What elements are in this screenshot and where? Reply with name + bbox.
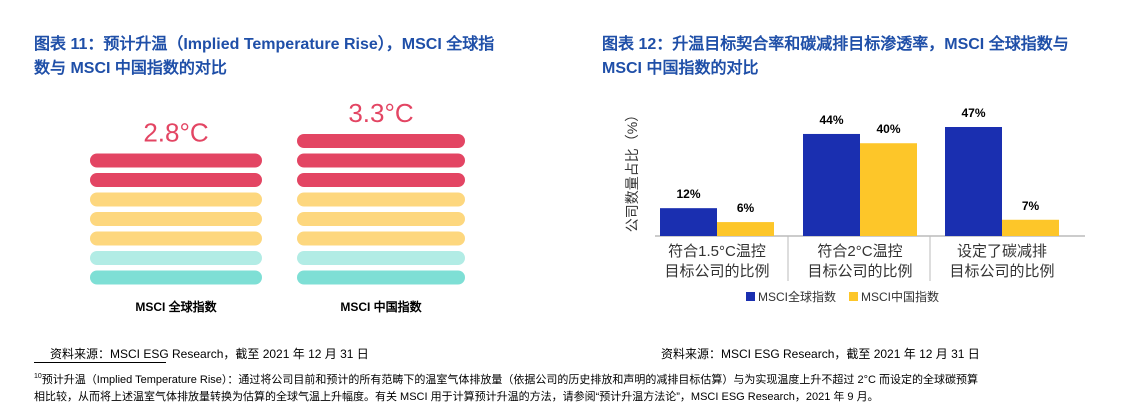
temperature-stripe	[297, 212, 465, 226]
temperature-stripe	[297, 173, 465, 187]
temperature-stripe	[297, 251, 465, 265]
chart12-title: 图表 12：升温目标契合率和碳减排目标渗透率，MSCI 全球指数与 MSCI 中…	[602, 33, 1112, 81]
bar-china	[860, 143, 917, 236]
temperature-stripe	[297, 192, 465, 207]
category-label: 目标公司的比例	[664, 263, 769, 280]
bar-value-label: 12%	[676, 187, 700, 201]
bar-global	[803, 133, 860, 236]
temperature-stripe	[297, 153, 465, 168]
bar-value-label: 40%	[876, 122, 900, 136]
legend-label: MSCI全球指数	[758, 289, 836, 304]
chart12-title-line1: 图表 12：升温目标契合率和碳减排目标渗透率，MSCI 全球指数与	[602, 36, 1069, 53]
legend-swatch	[849, 292, 858, 301]
y-axis-label: 公司数量占比（%）	[624, 108, 640, 232]
chart12-source: 资料来源：MSCI ESG Research，截至 2021 年 12 月 31…	[661, 347, 980, 361]
footnote-line1: 预计升温（Implied Temperature Rise）：通过将公司目前和预…	[41, 374, 978, 386]
chart11-source: 资料来源：MSCI ESG Research，截至 2021 年 12 月 31…	[50, 347, 369, 361]
category-label: 符合1.5°C温控	[668, 243, 766, 260]
chart11-title-line2: 数与 MSCI 中国指数的对比	[34, 60, 227, 77]
temperature-stripe	[90, 212, 262, 226]
temperature-stripe	[90, 251, 262, 265]
category-label: 目标公司的比例	[949, 263, 1054, 280]
footnote-marker: 10	[34, 373, 42, 380]
footnote-divider	[34, 362, 166, 363]
bar-global	[660, 208, 717, 236]
category-label: 目标公司的比例	[807, 263, 912, 280]
temperature-stripe	[90, 192, 262, 207]
temperature-stripe	[90, 153, 262, 168]
footnote-line2: 相比较，从而将上述温室气体排放量转换为估算的全球气温上升幅度。有关 MSCI 用…	[34, 391, 879, 403]
legend-label: MSCI中国指数	[861, 289, 939, 304]
temperature-stripe	[297, 231, 465, 246]
bar-china	[1002, 219, 1059, 236]
bar-global	[945, 127, 1002, 236]
temperature-stripe	[90, 173, 262, 187]
bar-value-label: 44%	[819, 113, 843, 127]
chart11-title: 图表 11：预计升温（Implied Temperature Rise），MSC…	[34, 33, 554, 81]
category-label: MSCI 全球指数	[135, 299, 217, 314]
temperature-value-label: 2.8°C	[143, 118, 208, 148]
category-label: 设定了碳减排	[957, 243, 1047, 260]
bar-china	[717, 222, 774, 236]
temperature-stripe	[90, 270, 262, 285]
temperature-stripe	[90, 231, 262, 246]
bar-value-label: 7%	[1022, 199, 1040, 213]
legend-swatch	[746, 292, 755, 301]
bar-value-label: 47%	[961, 106, 985, 120]
temperature-stripe	[297, 270, 465, 285]
category-label: MSCI 中国指数	[340, 299, 422, 314]
category-label: 符合2°C温控	[817, 243, 902, 260]
temperature-stripe	[297, 134, 465, 148]
footnote: 10预计升温（Implied Temperature Rise）：通过将公司目前…	[34, 372, 1109, 406]
temperature-value-label: 3.3°C	[348, 98, 413, 128]
chart12-title-line2: MSCI 中国指数的对比	[602, 60, 759, 77]
chart11-title-line1: 图表 11：预计升温（Implied Temperature Rise），MSC…	[34, 36, 495, 53]
bar-value-label: 6%	[737, 201, 755, 215]
